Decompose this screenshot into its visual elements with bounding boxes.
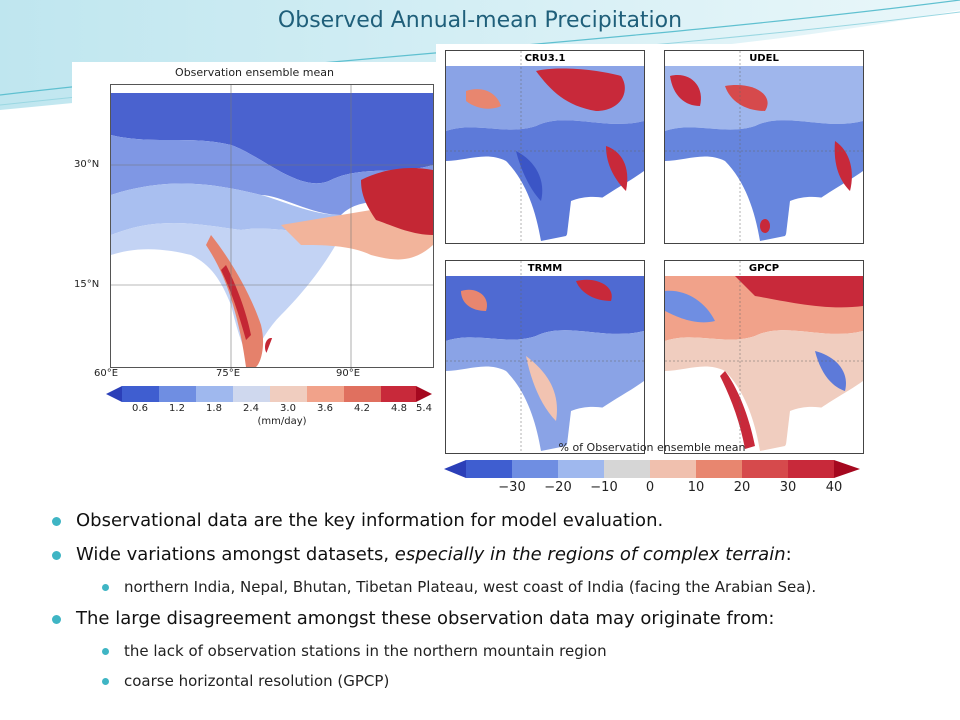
ensemble-mean-panel: Observation ensemble mean bbox=[72, 62, 437, 434]
bullet-text: : bbox=[785, 544, 792, 565]
bullet-item: Wide variations amongst datasets, especi… bbox=[50, 542, 940, 568]
dataset-comparison-panel: CRU3.1 UDEL bbox=[436, 44, 868, 500]
percent-tick: 0 bbox=[645, 480, 655, 495]
bullet-item: Observational data are the key informati… bbox=[50, 508, 940, 534]
map-title-cru31: CRU3.1 bbox=[524, 53, 566, 64]
bullet-text: Observational data are the key informati… bbox=[76, 510, 664, 531]
percent-tick: −10 bbox=[590, 480, 618, 495]
precip-tick: 3.6 bbox=[317, 403, 333, 414]
percent-tick: −20 bbox=[544, 480, 572, 495]
sub-bullet-item: the lack of observation stations in the … bbox=[98, 640, 940, 662]
sub-bullet-item: coarse horizontal resolution (GPCP) bbox=[98, 670, 940, 692]
precip-tick: 2.4 bbox=[243, 403, 259, 414]
map-gpcp: GPCP bbox=[664, 260, 864, 454]
map-title-gpcp: GPCP bbox=[748, 263, 780, 274]
precip-colorbar bbox=[106, 386, 432, 402]
map-udel: UDEL bbox=[664, 50, 864, 244]
bullet-text: the lack of observation stations in the … bbox=[124, 642, 607, 660]
bullet-text: The large disagreement amongst these obs… bbox=[76, 608, 775, 629]
precip-tick: 5.4 bbox=[416, 403, 432, 414]
bullet-text: northern India, Nepal, Bhutan, Tibetan P… bbox=[124, 578, 817, 596]
precip-tick: 4.8 bbox=[391, 403, 407, 414]
colorbar-unit: (mm/day) bbox=[257, 416, 307, 427]
bullet-text: coarse horizontal resolution (GPCP) bbox=[124, 672, 390, 690]
lat-label-30n: 30°N bbox=[74, 159, 100, 170]
bullet-emphasis: especially in the regions of complex ter… bbox=[394, 544, 786, 565]
percent-tick: 30 bbox=[779, 480, 797, 495]
precip-tick: 3.0 bbox=[280, 403, 296, 414]
lon-label-75e: 75°E bbox=[216, 368, 241, 379]
bullet-item: The large disagreement amongst these obs… bbox=[50, 606, 940, 632]
slide-title: Observed Annual-mean Precipitation bbox=[277, 8, 683, 33]
percent-tick: 10 bbox=[687, 480, 705, 495]
bullet-list: Observational data are the key informati… bbox=[50, 508, 940, 700]
percent-tick: −30 bbox=[498, 480, 526, 495]
map-title-trmm: TRMM bbox=[527, 263, 563, 274]
map-title-udel: UDEL bbox=[749, 53, 779, 64]
lon-label-60e: 60°E bbox=[94, 368, 119, 379]
lat-label-15n: 15°N bbox=[74, 279, 100, 290]
precip-tick: 1.2 bbox=[169, 403, 185, 414]
percent-colorbar bbox=[444, 460, 860, 478]
percent-panel-label: % of Observation ensemble mean bbox=[558, 441, 746, 454]
lon-label-90e: 90°E bbox=[336, 368, 361, 379]
precip-tick: 1.8 bbox=[206, 403, 222, 414]
percent-tick: 40 bbox=[825, 480, 843, 495]
precip-tick: 0.6 bbox=[132, 403, 148, 414]
ensemble-mean-map bbox=[110, 84, 434, 368]
map-trmm: TRMM bbox=[445, 260, 645, 454]
map-cru31: CRU3.1 bbox=[445, 50, 645, 244]
sub-bullet-item: northern India, Nepal, Bhutan, Tibetan P… bbox=[98, 576, 940, 598]
precip-tick: 4.2 bbox=[354, 403, 370, 414]
ensemble-mean-label: Observation ensemble mean bbox=[175, 66, 334, 79]
percent-tick: 20 bbox=[733, 480, 751, 495]
bullet-text: Wide variations amongst datasets, bbox=[76, 544, 395, 565]
